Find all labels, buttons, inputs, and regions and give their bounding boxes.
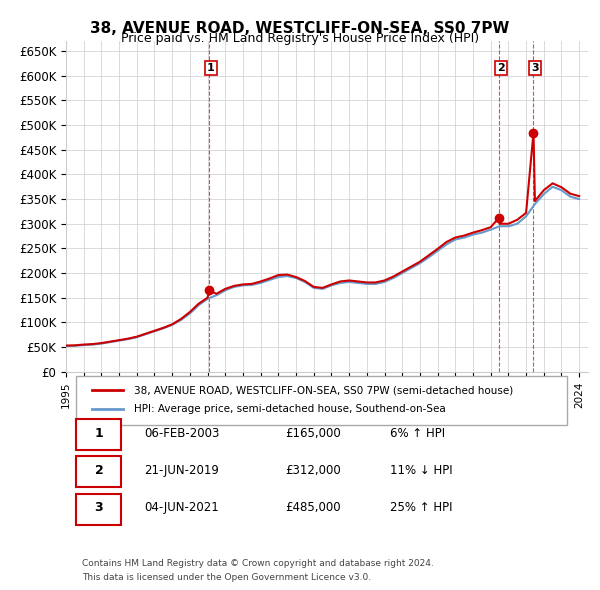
Text: 2: 2 [95,464,103,477]
Text: 06-FEB-2003: 06-FEB-2003 [145,427,220,440]
FancyBboxPatch shape [76,419,121,450]
Text: This data is licensed under the Open Government Licence v3.0.: This data is licensed under the Open Gov… [82,573,371,582]
Text: 6% ↑ HPI: 6% ↑ HPI [389,427,445,440]
Text: 38, AVENUE ROAD, WESTCLIFF-ON-SEA, SS0 7PW (semi-detached house): 38, AVENUE ROAD, WESTCLIFF-ON-SEA, SS0 7… [134,385,513,395]
Text: 21-JUN-2019: 21-JUN-2019 [145,464,219,477]
Text: 1: 1 [95,427,103,440]
Text: Contains HM Land Registry data © Crown copyright and database right 2024.: Contains HM Land Registry data © Crown c… [82,559,433,568]
Text: 3: 3 [532,63,539,73]
Text: 1: 1 [207,63,215,73]
Text: £485,000: £485,000 [285,502,341,514]
Text: £165,000: £165,000 [285,427,341,440]
Text: 2: 2 [497,63,505,73]
FancyBboxPatch shape [76,376,567,425]
Text: HPI: Average price, semi-detached house, Southend-on-Sea: HPI: Average price, semi-detached house,… [134,404,446,414]
Text: 11% ↓ HPI: 11% ↓ HPI [389,464,452,477]
Text: Price paid vs. HM Land Registry's House Price Index (HPI): Price paid vs. HM Land Registry's House … [121,32,479,45]
FancyBboxPatch shape [76,493,121,525]
Text: 25% ↑ HPI: 25% ↑ HPI [389,502,452,514]
Text: 3: 3 [95,502,103,514]
Text: 04-JUN-2021: 04-JUN-2021 [145,502,219,514]
Text: 38, AVENUE ROAD, WESTCLIFF-ON-SEA, SS0 7PW: 38, AVENUE ROAD, WESTCLIFF-ON-SEA, SS0 7… [91,21,509,35]
FancyBboxPatch shape [76,456,121,487]
Text: £312,000: £312,000 [285,464,341,477]
